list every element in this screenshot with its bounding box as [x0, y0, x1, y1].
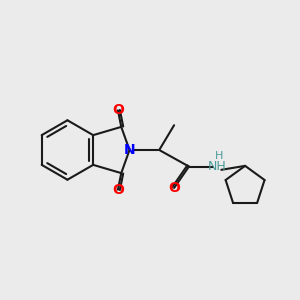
Text: H: H [214, 151, 223, 161]
Text: O: O [112, 103, 124, 117]
Text: N: N [124, 143, 135, 157]
Text: O: O [112, 183, 124, 196]
Text: O: O [168, 181, 180, 195]
Text: NH: NH [208, 160, 226, 173]
